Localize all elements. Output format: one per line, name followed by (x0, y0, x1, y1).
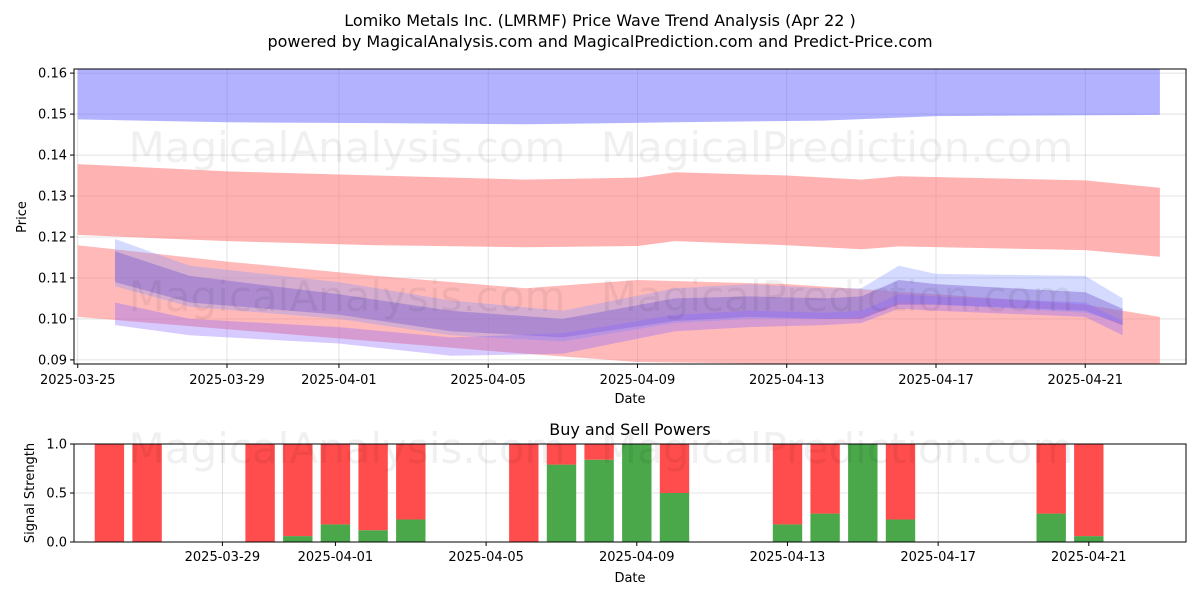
signal-y-ticks: 0.0 0.5 1.0 (46, 438, 74, 551)
buy-bar (546, 464, 577, 542)
x-tick-label: 2025-04-05 (450, 373, 526, 388)
x-tick-label: 2025-04-13 (749, 373, 825, 388)
price-x-label: Date (614, 392, 645, 407)
y-tick-label: 0.09 (38, 353, 67, 368)
y-tick-label: 0.16 (38, 67, 67, 82)
price-band (77, 164, 1160, 257)
sell-bar (283, 444, 313, 537)
sell-bar (358, 444, 388, 531)
price-band (115, 239, 1123, 342)
price-chart: MagicalAnalysis.com MagicalPrediction.co… (15, 67, 1187, 407)
sell-bar (132, 444, 162, 542)
signal-chart-title: Buy and Sell Powers (549, 420, 711, 439)
price-x-ticks: 2025-03-25 2025-03-29 2025-04-01 2025-04-05… (40, 364, 1123, 388)
buy-bar (885, 519, 916, 542)
watermark: MagicalPrediction.com (601, 123, 1074, 172)
sell-bar (509, 444, 539, 542)
price-bands (77, 69, 1160, 364)
price-y-ticks: 0.09 0.10 0.11 0.12 0.13 0.14 0.15 0.16 (38, 67, 74, 368)
x-tick-label: 2025-04-09 (599, 550, 675, 565)
buy-bar (358, 530, 388, 542)
sell-bar (1074, 444, 1104, 537)
sell-bar (885, 444, 916, 520)
sell-bar (245, 444, 275, 542)
x-tick-label: 2025-04-09 (600, 373, 676, 388)
price-band (77, 245, 1160, 364)
buy-bar (1036, 513, 1066, 542)
x-tick-label: 2025-04-01 (298, 550, 374, 565)
buy-bar (622, 444, 652, 542)
y-tick-label: 0.14 (38, 149, 67, 164)
chart-subtitle: powered by MagicalAnalysis.com and Magic… (267, 32, 932, 51)
sell-bar (772, 444, 803, 525)
y-tick-label: 0.13 (38, 190, 67, 205)
buy-bar (659, 493, 690, 542)
signal-y-label: Signal Strength (23, 443, 38, 543)
x-tick-label: 2025-04-17 (898, 373, 974, 388)
buy-bar (584, 459, 614, 542)
buy-bar (772, 524, 803, 542)
y-tick-label: 0.15 (38, 108, 67, 123)
buy-bar (320, 524, 351, 542)
sell-bar (1036, 444, 1066, 514)
signal-x-label: Date (614, 571, 645, 586)
y-tick-label: 0.12 (38, 230, 67, 245)
watermark: MagicalPrediction.com (601, 424, 1074, 473)
buy-bar (396, 519, 426, 542)
buy-bar (283, 536, 313, 542)
buy-bar (848, 444, 878, 542)
y-tick-label: 1.0 (46, 438, 67, 453)
x-tick-label: 2025-04-17 (900, 550, 976, 565)
watermark: MagicalPrediction.com (601, 272, 1074, 321)
buy-bar (1074, 536, 1104, 542)
sell-bar (584, 444, 614, 460)
y-tick-label: 0.10 (38, 312, 67, 327)
y-tick-label: 0.0 (46, 536, 67, 551)
price-band (115, 294, 1123, 356)
sell-bar (546, 444, 577, 465)
chart-title: Lomiko Metals Inc. (LMRMF) Price Wave Tr… (344, 11, 856, 30)
x-tick-label: 2025-03-29 (185, 550, 261, 565)
signal-x-ticks: 2025-03-29 2025-04-01 2025-04-05 2025-04-09… (185, 542, 1127, 565)
x-tick-label: 2025-03-29 (189, 373, 265, 388)
x-tick-label: 2025-04-21 (1047, 373, 1123, 388)
price-band (77, 69, 1160, 125)
sell-bar (810, 444, 840, 514)
x-tick-label: 2025-04-05 (448, 550, 524, 565)
price-y-label: Price (15, 201, 30, 233)
sell-bar (659, 444, 690, 493)
y-tick-label: 0.11 (38, 271, 67, 286)
watermark: MagicalAnalysis.com (129, 123, 566, 172)
buy-bar (810, 513, 840, 542)
price-band (115, 251, 1123, 338)
x-tick-label: 2025-04-13 (750, 550, 826, 565)
signal-bars (94, 444, 1104, 542)
x-tick-label: 2025-04-01 (301, 373, 377, 388)
signal-chart: Buy and Sell Powers MagicalAnalysis.com … (23, 420, 1187, 586)
x-tick-label: 2025-04-21 (1051, 550, 1127, 565)
watermark: MagicalAnalysis.com (129, 272, 566, 321)
x-tick-label: 2025-03-25 (40, 373, 116, 388)
y-tick-label: 0.5 (46, 487, 67, 502)
sell-bar (396, 444, 426, 520)
watermark: MagicalAnalysis.com (129, 424, 566, 473)
sell-bar (94, 444, 125, 542)
sell-bar (320, 444, 351, 525)
price-plot-frame (73, 68, 1187, 365)
